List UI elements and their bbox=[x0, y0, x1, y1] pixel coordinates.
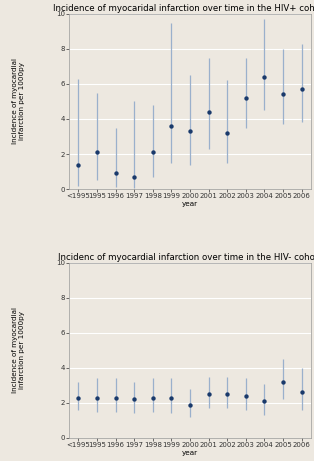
Point bbox=[243, 392, 248, 400]
Point bbox=[299, 389, 304, 396]
Point bbox=[243, 94, 248, 101]
Point bbox=[225, 130, 230, 137]
Point bbox=[169, 122, 174, 130]
Title: Incidence of myocaridal infarction over time in the HIV+ cohort: Incidence of myocaridal infarction over … bbox=[53, 4, 314, 13]
Point bbox=[280, 378, 285, 385]
Point bbox=[280, 91, 285, 98]
Text: Incidence of myocardial
infarction per 1000py: Incidence of myocardial infarction per 1… bbox=[12, 307, 25, 393]
Point bbox=[113, 170, 118, 177]
Point bbox=[262, 73, 267, 81]
Point bbox=[225, 390, 230, 398]
Point bbox=[262, 397, 267, 405]
Text: Incidence of myocardial
infarction per 1000py: Incidence of myocardial infarction per 1… bbox=[12, 59, 25, 144]
Point bbox=[76, 161, 81, 168]
Point bbox=[150, 394, 155, 402]
Point bbox=[113, 394, 118, 402]
Point bbox=[95, 148, 100, 156]
Point bbox=[132, 173, 137, 181]
Point bbox=[169, 394, 174, 402]
X-axis label: year: year bbox=[182, 449, 198, 455]
Title: Incidenc of myocardial infarction over time in the HIV- cohort: Incidenc of myocardial infarction over t… bbox=[58, 253, 314, 262]
X-axis label: year: year bbox=[182, 201, 198, 207]
Point bbox=[150, 148, 155, 156]
Point bbox=[206, 108, 211, 116]
Point bbox=[299, 85, 304, 93]
Point bbox=[95, 394, 100, 402]
Point bbox=[76, 394, 81, 402]
Point bbox=[187, 401, 192, 408]
Point bbox=[206, 390, 211, 398]
Point bbox=[132, 396, 137, 403]
Point bbox=[187, 128, 192, 135]
